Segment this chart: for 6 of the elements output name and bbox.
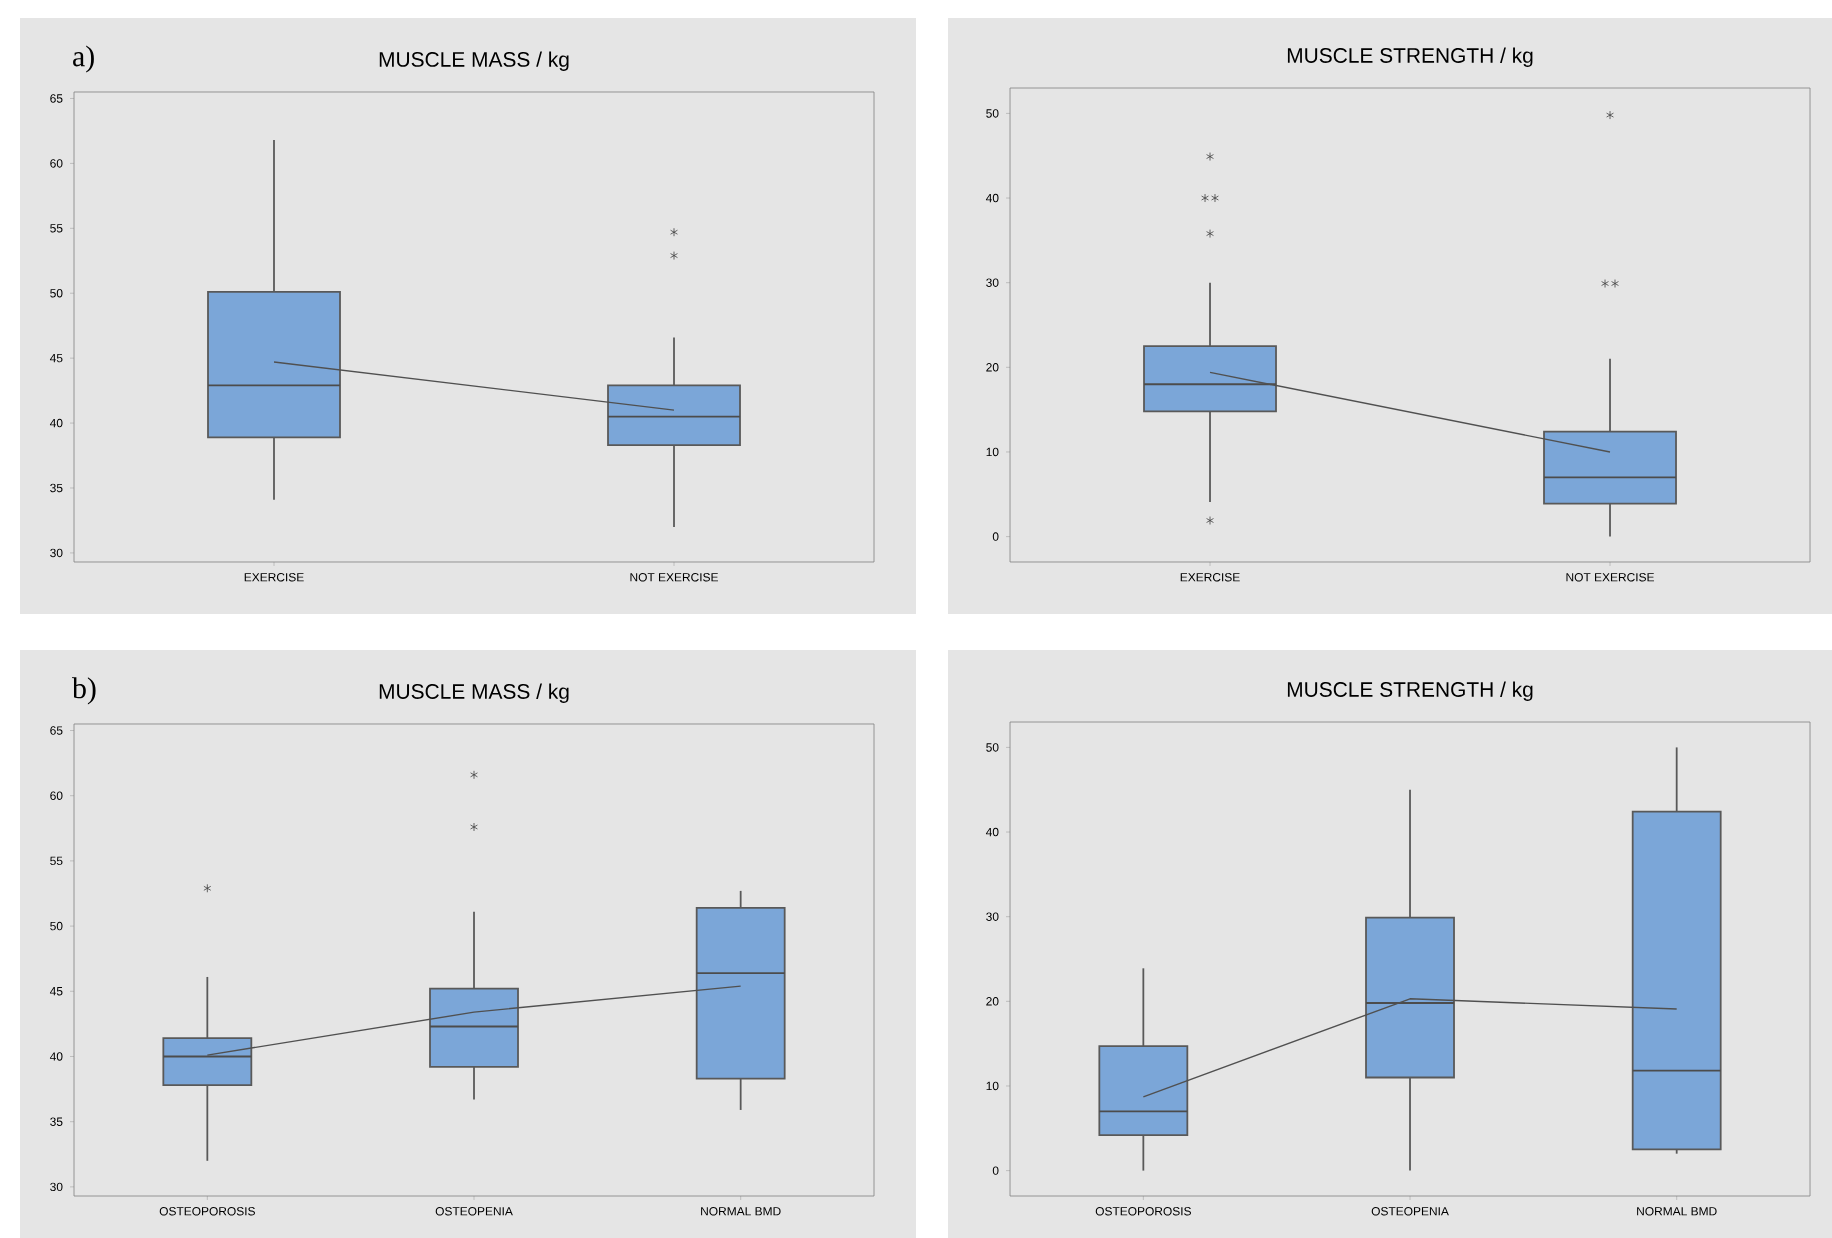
- chart-title: MUSCLE STRENGTH / kg: [1287, 681, 1533, 702]
- text: a): [73, 45, 94, 73]
- text: b): [71, 677, 96, 705]
- chart-title: MUSCLE MASS / kg: [379, 683, 569, 703]
- chart-title: MUSCLE MASS / kg: [379, 51, 569, 71]
- chart-title: MUSCLE STRENGTH / kg: [1287, 47, 1533, 68]
